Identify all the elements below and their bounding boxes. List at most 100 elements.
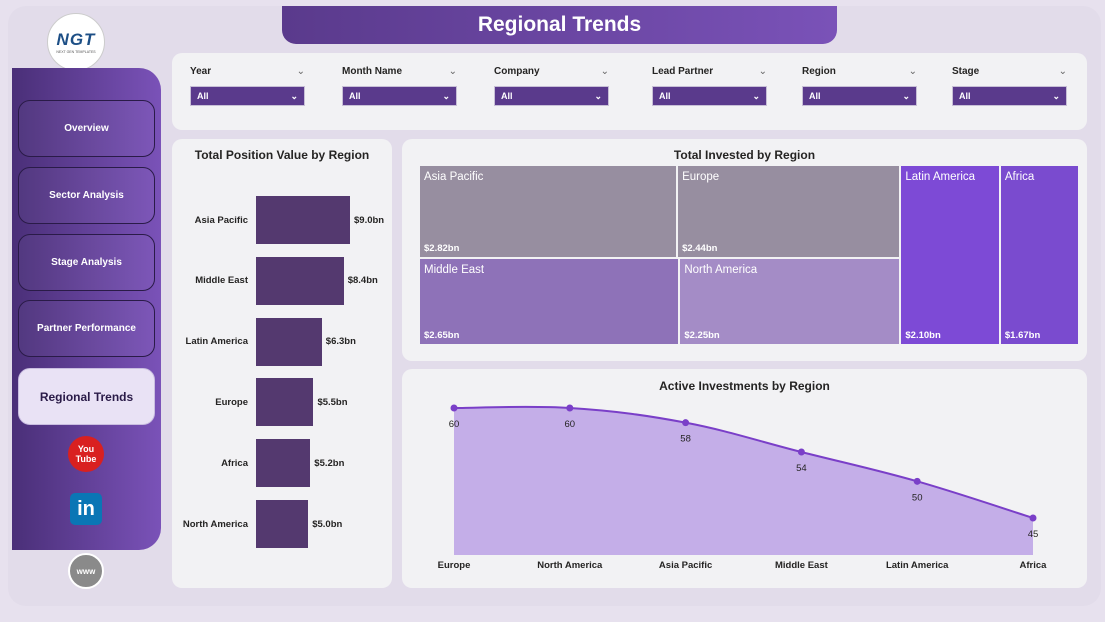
bar-row[interactable]: Europe $5.5bn	[172, 378, 392, 427]
logo-text: NGT	[56, 30, 96, 49]
ngt-logo: NGT NEXT GEN TEMPLATES	[47, 13, 105, 71]
youtube-text-top: You	[77, 444, 95, 454]
treemap-tile[interactable]: Latin America $2.10bn	[901, 166, 1001, 346]
data-point[interactable]	[913, 477, 921, 485]
treemap-tile-value: $1.67bn	[1004, 330, 1041, 341]
data-point[interactable]	[682, 419, 690, 427]
bar-value-label: $8.4bn	[347, 275, 378, 287]
treemap-tile[interactable]: Middle East $2.65bn	[420, 259, 681, 346]
filter-company-label: Company	[494, 66, 540, 77]
web-icon[interactable]: www	[68, 553, 104, 589]
filter-region: Region ⌄ All ⌄	[802, 66, 917, 106]
nav-sector-analysis-button[interactable]: Sector Analysis	[18, 167, 155, 224]
data-label: 60	[449, 419, 460, 430]
filter-year: Year ⌄ All ⌄	[190, 66, 305, 106]
data-label: 45	[1028, 529, 1039, 540]
nav-stage-analysis-button[interactable]: Stage Analysis	[18, 234, 155, 291]
page-title: Regional Trends	[282, 6, 837, 44]
logo-subtext: NEXT GEN TEMPLATES	[56, 50, 96, 54]
bar[interactable]	[256, 500, 309, 548]
x-tick-label: Africa	[1020, 560, 1048, 571]
filter-month-dropdown[interactable]: All ⌄	[342, 86, 457, 106]
filter-year-dropdown[interactable]: All ⌄	[190, 86, 305, 106]
chevron-down-icon[interactable]: ⌄	[758, 66, 767, 77]
bar-value-label: $5.2bn	[314, 457, 345, 469]
youtube-icon[interactable]: You Tube	[68, 436, 104, 472]
chevron-down-icon: ⌄	[594, 90, 602, 101]
chevron-down-icon: ⌄	[902, 90, 910, 101]
nav-overview-button[interactable]: Overview	[18, 100, 155, 157]
bar-value-label: $5.0bn	[312, 518, 343, 530]
treemap-tile-value: $2.44bn	[682, 243, 718, 255]
filter-panel	[172, 53, 1087, 130]
filter-stage: Stage ⌄ All ⌄	[952, 66, 1067, 106]
treemap-tile-value: $2.82bn	[424, 243, 460, 255]
bar-category-label: Latin America	[185, 336, 248, 348]
bar-category-label: Middle East	[195, 275, 248, 287]
bar[interactable]	[256, 317, 322, 366]
total-invested-card: Total Invested by Region Asia Pacific $2.…	[402, 139, 1087, 361]
filter-region-dropdown[interactable]: All ⌄	[802, 86, 917, 106]
chevron-down-icon[interactable]: ⌄	[908, 66, 917, 77]
linkedin-icon[interactable]: in	[70, 493, 102, 525]
chevron-down-icon[interactable]: ⌄	[296, 66, 305, 77]
bar-row[interactable]: Asia Pacific $9.0bn	[172, 196, 392, 244]
data-point[interactable]	[450, 404, 458, 412]
bar-row[interactable]: Africa $5.2bn	[172, 439, 392, 488]
bar-category-label: Africa	[221, 457, 248, 469]
chevron-down-icon: ⌄	[1052, 90, 1060, 101]
treemap-tile[interactable]: Africa $1.67bn	[1000, 166, 1080, 346]
treemap-tile-label: Middle East	[424, 264, 485, 277]
treemap-tile[interactable]: North America $2.25bn	[680, 259, 902, 346]
bar-value-label: $9.0bn	[354, 214, 385, 226]
chevron-down-icon: ⌄	[290, 90, 298, 101]
active-investments-card: Active Investments by Region 60 Europe 60 N…	[402, 369, 1087, 588]
chevron-down-icon[interactable]: ⌄	[1058, 66, 1067, 77]
chevron-down-icon[interactable]: ⌄	[448, 66, 457, 77]
treemap-tile-label: North America	[684, 264, 758, 277]
treemap-tile-label: Africa	[1004, 171, 1035, 183]
bar-row[interactable]: North America $5.0bn	[172, 500, 392, 548]
filter-company-dropdown[interactable]: All ⌄	[494, 86, 609, 106]
bar-row[interactable]: Latin America $6.3bn	[172, 317, 392, 366]
treemap-tile-value: $2.65bn	[424, 329, 460, 341]
data-label: 50	[912, 492, 923, 503]
active-investments-chart: 60 Europe 60 North America 58 Asia Pacific 54 M…	[438, 404, 1048, 571]
data-label: 54	[796, 463, 807, 474]
bar[interactable]	[256, 196, 350, 244]
filter-region-value: All	[809, 91, 821, 101]
filter-month-value: All	[349, 91, 361, 101]
filter-lead-partner-dropdown[interactable]: All ⌄	[652, 86, 767, 106]
bar-value-label: $6.3bn	[325, 336, 356, 348]
web-text: www	[76, 566, 96, 576]
filter-lead-partner: Lead Partner ⌄ All ⌄	[652, 66, 767, 106]
bar-category-label: Asia Pacific	[194, 214, 248, 226]
treemap-tile-label: Asia Pacific	[424, 171, 484, 183]
treemap-tile[interactable]: Europe $2.44bn	[678, 166, 902, 260]
x-tick-label: Latin America	[886, 560, 949, 571]
filter-year-label: Year	[190, 66, 212, 77]
nav-regional-trends-button[interactable]: Regional Trends	[18, 368, 155, 425]
data-point[interactable]	[1029, 514, 1037, 522]
bar[interactable]	[256, 256, 344, 305]
x-tick-label: Middle East	[775, 560, 829, 571]
bar[interactable]	[256, 378, 314, 427]
bar-value-label: $5.5bn	[317, 396, 348, 408]
filter-stage-value: All	[959, 91, 971, 101]
treemap-tile[interactable]: Asia Pacific $2.82bn	[420, 166, 679, 260]
filter-stage-dropdown[interactable]: All ⌄	[952, 86, 1067, 106]
bar[interactable]	[256, 439, 311, 488]
chevron-down-icon[interactable]: ⌄	[600, 66, 609, 77]
position-value-title: Total Position Value by Region	[194, 148, 370, 162]
filter-year-value: All	[197, 91, 209, 101]
nav-partner-performance-button[interactable]: Partner Performance	[18, 300, 155, 357]
x-tick-label: Asia Pacific	[659, 560, 712, 571]
area-fill	[454, 406, 1033, 555]
data-point[interactable]	[566, 404, 574, 412]
data-point[interactable]	[797, 448, 805, 456]
bar-row[interactable]: Middle East $8.4bn	[172, 256, 392, 305]
filter-stage-label: Stage	[952, 66, 980, 77]
x-tick-label: Europe	[438, 560, 471, 571]
treemap-tile-value: $2.10bn	[905, 330, 941, 341]
chevron-down-icon: ⌄	[442, 90, 450, 101]
